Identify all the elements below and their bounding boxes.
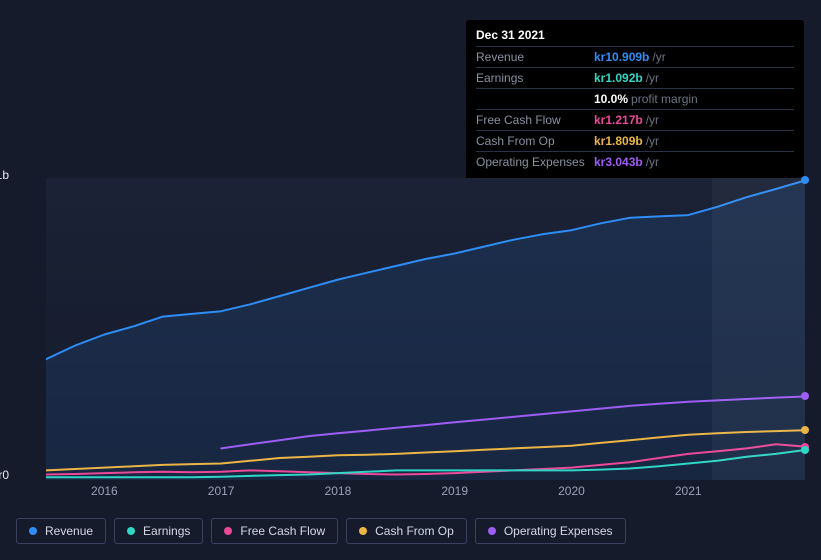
y-axis-label-top: kr11b [0,168,9,182]
tooltip-row-value: kr1.092b/yr [594,70,794,86]
legend-swatch [488,527,496,535]
legend-swatch [224,527,232,535]
legend-label: Operating Expenses [504,524,613,538]
tooltip-row-value: 10.0%profit margin [594,91,794,107]
x-tick: 2019 [441,484,468,498]
legend-label: Earnings [143,524,190,538]
tooltip-row: .10.0%profit margin [476,89,794,110]
tooltip-row: Revenuekr10.909b/yr [476,47,794,68]
tooltip-row-value: kr10.909b/yr [594,49,794,65]
legend-label: Revenue [45,524,93,538]
legend-item-cfo[interactable]: Cash From Op [346,518,467,544]
tooltip-date: Dec 31 2021 [476,26,794,47]
series-end-dot-revenue [801,176,809,184]
tooltip-row-value: kr1.809b/yr [594,133,794,149]
x-tick: 2016 [91,484,118,498]
series-end-dot-cfo [801,426,809,434]
legend-item-revenue[interactable]: Revenue [16,518,106,544]
y-axis-label-bottom: kr0 [0,468,9,482]
highlight-band [712,178,805,480]
plot-area[interactable] [46,178,805,480]
tooltip-row-value: kr1.217b/yr [594,112,794,128]
legend-item-opex[interactable]: Operating Expenses [475,518,626,544]
x-tick: 2021 [675,484,702,498]
legend-item-earnings[interactable]: Earnings [114,518,203,544]
financials-chart: kr11b kr0 201620172018201920202021 [16,154,805,514]
tooltip-row-label: Cash From Op [476,133,594,149]
tooltip-row: Free Cash Flowkr1.217b/yr [476,110,794,131]
tooltip-row-label: Earnings [476,70,594,86]
legend-label: Free Cash Flow [240,524,325,538]
x-tick: 2018 [325,484,352,498]
tooltip-row: Earningskr1.092b/yr [476,68,794,89]
legend-swatch [29,527,37,535]
tooltip-row: Cash From Opkr1.809b/yr [476,131,794,152]
x-tick: 2020 [558,484,585,498]
x-axis: 2016 2017 2018 2019 2020 2021 [46,484,805,504]
x-tick: 2017 [208,484,235,498]
tooltip-row-label: Free Cash Flow [476,112,594,128]
tooltip-row-label: Revenue [476,49,594,65]
chart-svg [46,178,805,480]
legend-swatch [359,527,367,535]
series-end-dot-opex [801,392,809,400]
legend-swatch [127,527,135,535]
legend-item-fcf[interactable]: Free Cash Flow [211,518,338,544]
series-end-dot-earnings [801,446,809,454]
legend-label: Cash From Op [375,524,454,538]
legend-bar: Revenue Earnings Free Cash Flow Cash From O… [16,518,626,544]
